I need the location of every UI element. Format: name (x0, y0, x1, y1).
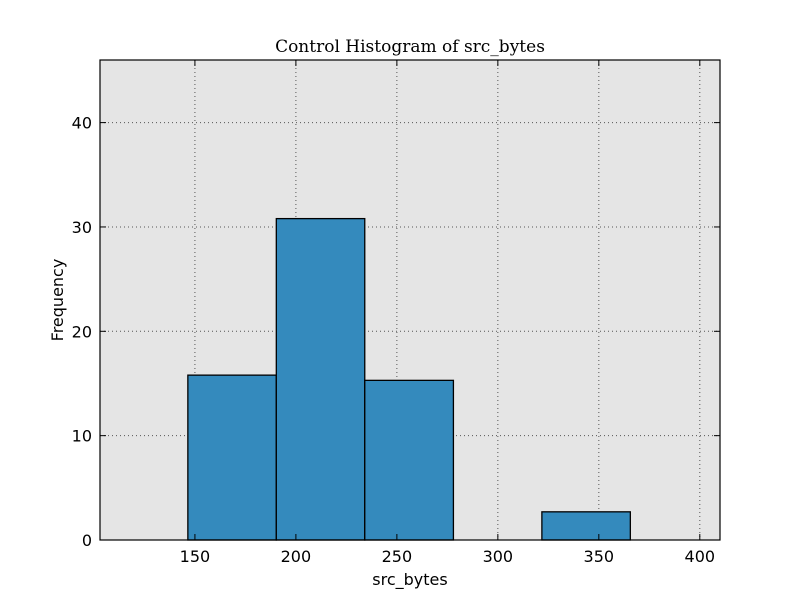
y-tick-label: 10 (72, 427, 92, 446)
y-tick-label: 20 (72, 322, 92, 341)
x-tick-label: 300 (483, 547, 514, 566)
x-tick-label: 400 (685, 547, 716, 566)
histogram-bars (187, 217, 631, 541)
chart-title: Control Histogram of src_bytes (275, 37, 545, 57)
y-axis-label: Frequency (48, 259, 67, 342)
histogram-bar-1 (187, 374, 277, 541)
x-tick-label: 350 (584, 547, 615, 566)
y-tick-label: 0 (82, 531, 92, 550)
y-tick-label: 30 (72, 218, 92, 237)
x-tick-label: 150 (180, 547, 211, 566)
y-tick-label: 40 (72, 114, 92, 133)
histogram-bar-3 (364, 379, 455, 541)
x-tick-label: 200 (281, 547, 312, 566)
axis-ticks: 150 200 250 300 350 400 0 10 20 30 40 (72, 60, 720, 566)
x-axis-label: src_bytes (372, 570, 447, 590)
plot-frame (99, 59, 721, 541)
histogram-bar-5 (541, 511, 631, 541)
histogram-bar-2 (275, 217, 366, 541)
x-tick-label: 250 (382, 547, 413, 566)
